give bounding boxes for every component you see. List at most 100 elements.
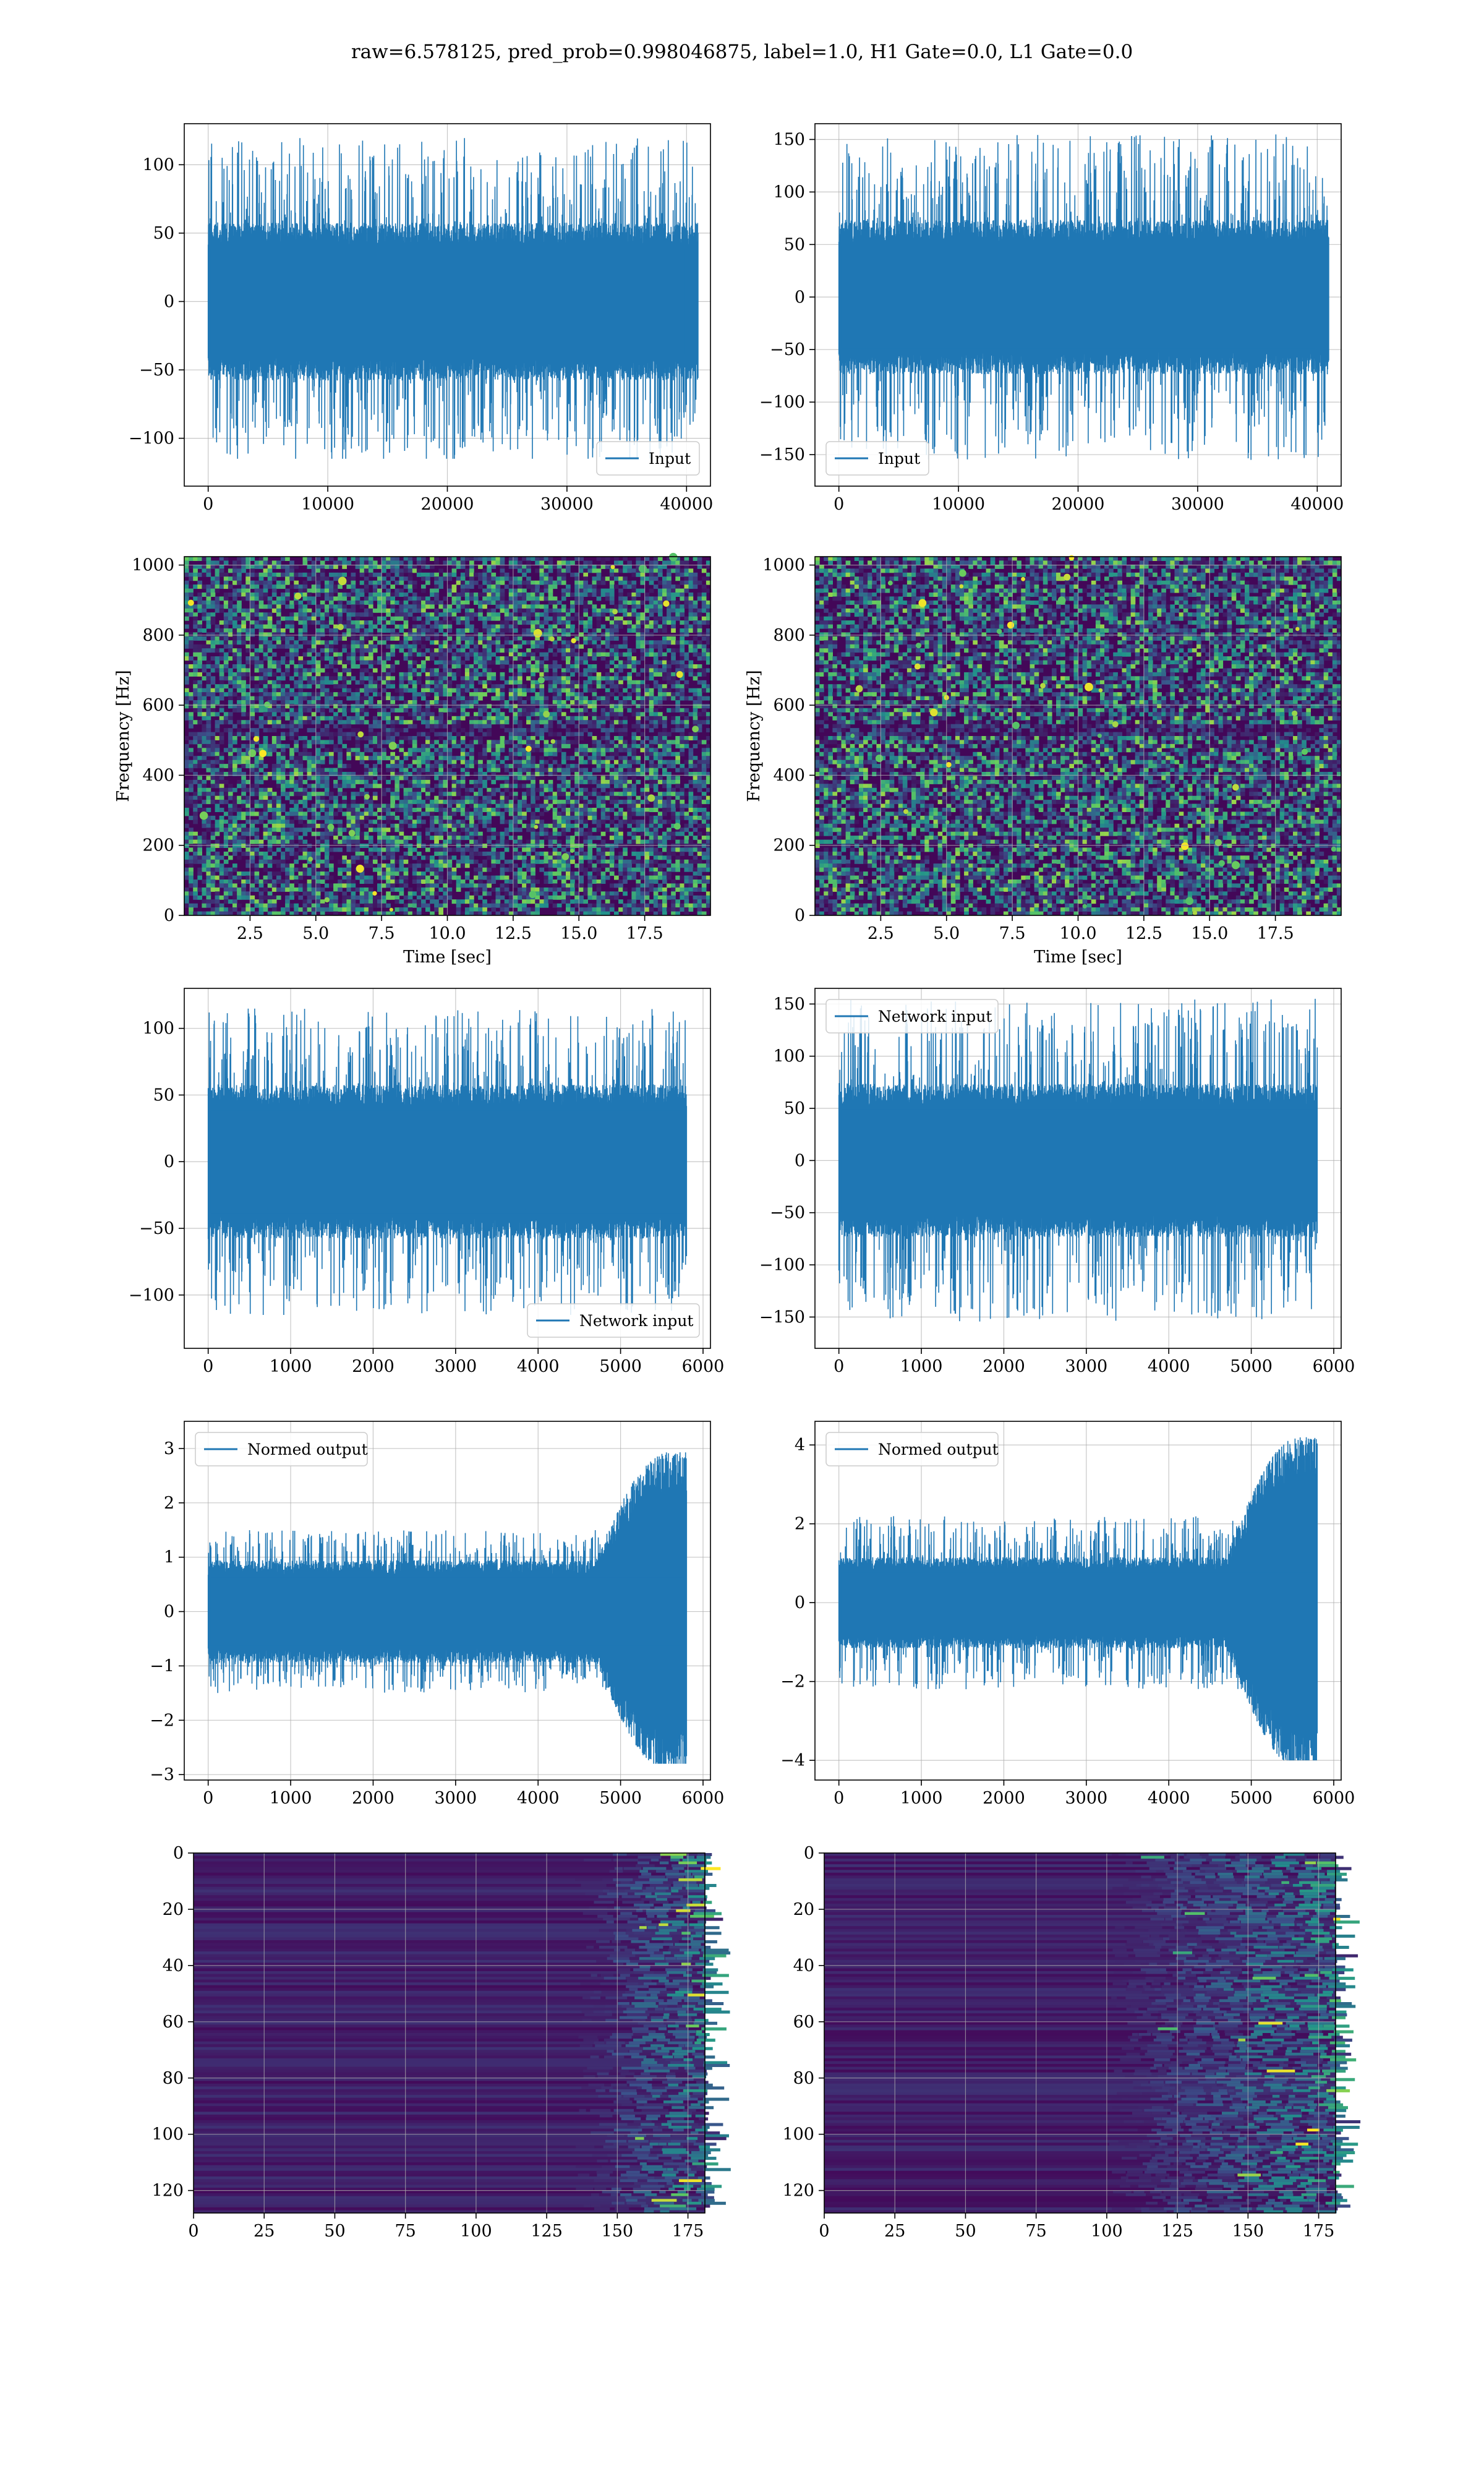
spectrogram-cell bbox=[372, 704, 378, 709]
spectrogram-cell bbox=[320, 712, 325, 717]
spectrogram-cell bbox=[338, 764, 343, 769]
spectrogram-cell bbox=[302, 792, 308, 797]
spectrogram-cell bbox=[390, 696, 395, 701]
spectrogram-cell bbox=[548, 712, 553, 717]
spectrogram-cell bbox=[320, 784, 325, 789]
spectrogram-cell bbox=[688, 608, 694, 613]
spectrogram-cell bbox=[276, 608, 281, 613]
spectrogram-cell bbox=[412, 616, 417, 621]
spectrogram-cell bbox=[531, 732, 535, 737]
spectrogram-cell bbox=[219, 557, 224, 561]
spectrogram-cell bbox=[271, 700, 277, 704]
spectrogram-cell bbox=[254, 612, 260, 617]
spectrogram-cell bbox=[254, 564, 260, 569]
spectrogram-cell bbox=[526, 756, 531, 761]
spectrogram-cell bbox=[412, 756, 417, 761]
spectrogram-cell bbox=[697, 724, 702, 729]
spectrogram-cell bbox=[474, 632, 479, 637]
spectrogram-cell bbox=[504, 784, 510, 789]
spectrogram-cell bbox=[513, 784, 518, 789]
spectrogram-cell bbox=[219, 708, 224, 713]
spectrogram-cell bbox=[346, 580, 352, 585]
spectrogram-cell bbox=[372, 580, 378, 585]
spectrogram-cell bbox=[281, 772, 286, 776]
spectrogram-cell bbox=[289, 648, 294, 653]
spectrogram-cell bbox=[364, 636, 369, 641]
spectrogram-cell bbox=[592, 748, 597, 753]
spectrogram-cell bbox=[315, 628, 321, 633]
spectrogram-cell bbox=[372, 779, 378, 784]
spectrogram-cell bbox=[329, 768, 334, 773]
spectrogram-cell bbox=[184, 700, 189, 704]
spectrogram-cell bbox=[495, 756, 501, 761]
spectrogram-cell bbox=[434, 716, 439, 721]
spectrogram-cell bbox=[311, 692, 317, 697]
spectrogram-cell bbox=[421, 664, 426, 669]
spectrogram-cell bbox=[500, 756, 505, 761]
spectrogram-cell bbox=[667, 557, 672, 561]
spectrogram-cell bbox=[631, 608, 637, 613]
spectrogram-cell bbox=[382, 676, 386, 681]
spectrogram-cell bbox=[491, 764, 497, 769]
spectrogram-cell bbox=[430, 588, 435, 593]
spectrogram-cell bbox=[518, 580, 522, 585]
spectrogram-cell bbox=[583, 728, 588, 733]
spectrogram-cell bbox=[368, 660, 373, 665]
spectrogram-cell bbox=[561, 700, 566, 704]
spectrogram-cell bbox=[539, 692, 545, 697]
spectrogram-cell bbox=[487, 564, 492, 569]
spectrogram-cell bbox=[315, 576, 321, 581]
spectrogram-cell bbox=[386, 720, 391, 725]
spectrogram-cell bbox=[605, 704, 610, 709]
spectrogram-cell bbox=[285, 564, 290, 569]
spectrogram-cell bbox=[579, 756, 584, 761]
spectrogram-cell bbox=[500, 580, 505, 585]
spectrogram-cell bbox=[535, 716, 540, 721]
spectrogram-cell bbox=[592, 712, 597, 717]
spectrogram-cell bbox=[351, 772, 356, 776]
spectrogram-cell bbox=[662, 779, 667, 784]
spectrogram-cell bbox=[531, 664, 535, 669]
spectrogram-cell bbox=[667, 772, 672, 776]
spectrogram-cell bbox=[294, 740, 299, 745]
spectrogram-cell bbox=[539, 784, 545, 789]
spectrogram-cell bbox=[531, 672, 535, 677]
spectrogram-cell bbox=[351, 779, 356, 784]
spectrogram-cell bbox=[566, 684, 571, 689]
spectrogram-cell bbox=[495, 557, 501, 561]
spectrogram-cell bbox=[333, 584, 338, 589]
spectrogram-cell bbox=[382, 640, 386, 645]
spectrogram-cell bbox=[298, 736, 304, 740]
spectrogram-cell bbox=[649, 624, 654, 629]
spectrogram-cell bbox=[342, 708, 347, 713]
spectrogram-cell bbox=[508, 593, 514, 597]
spectrogram-cell bbox=[587, 760, 593, 764]
spectrogram-cell bbox=[552, 676, 558, 681]
spectrogram-cell bbox=[237, 760, 242, 764]
spectrogram-cell bbox=[403, 600, 409, 605]
spectrogram-cell bbox=[561, 572, 566, 577]
spectrogram-cell bbox=[667, 787, 672, 792]
spectrogram-cell bbox=[197, 557, 202, 561]
spectrogram-cell bbox=[258, 632, 264, 637]
spectrogram-cell bbox=[548, 580, 553, 585]
spectrogram-cell bbox=[320, 632, 325, 637]
spectrogram-cell bbox=[614, 616, 619, 621]
spectrogram-cell bbox=[526, 668, 531, 673]
spectrogram-cell bbox=[202, 779, 207, 784]
spectrogram-cell bbox=[684, 572, 689, 577]
spectrogram-cell bbox=[294, 648, 299, 653]
spectrogram-cell bbox=[329, 593, 334, 597]
spectrogram-cell bbox=[579, 684, 584, 689]
spectrogram-cell bbox=[193, 596, 198, 601]
spectrogram-cell bbox=[531, 640, 535, 645]
spectrogram-cell bbox=[382, 664, 386, 669]
spectrogram-cell bbox=[315, 779, 321, 784]
spectrogram-cell bbox=[451, 572, 457, 577]
spectrogram-cell bbox=[556, 684, 562, 689]
spectrogram-cell bbox=[434, 636, 439, 641]
spectrogram-cell bbox=[688, 779, 694, 784]
spectrogram-cell bbox=[684, 768, 689, 773]
spectrogram-cell bbox=[307, 680, 312, 685]
spectrogram-cell bbox=[232, 676, 237, 681]
